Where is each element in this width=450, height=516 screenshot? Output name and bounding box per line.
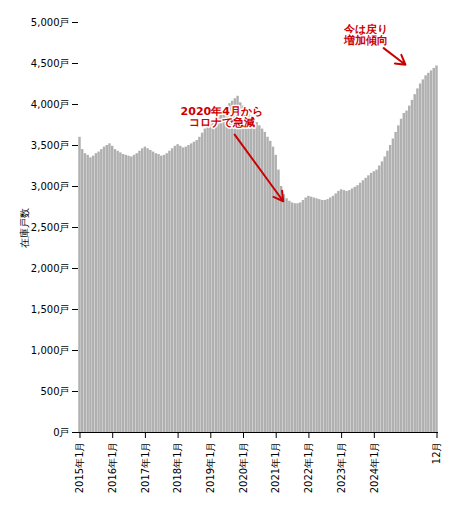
svg-text:2024年1月: 2024年1月 [369, 442, 380, 494]
svg-text:2,500戸: 2,500戸 [31, 222, 70, 233]
svg-text:3,500戸: 3,500戸 [31, 140, 70, 151]
svg-text:2015年1月: 2015年1月 [74, 442, 85, 494]
svg-text:2,000戸: 2,000戸 [31, 263, 70, 274]
svg-text:2023年1月: 2023年1月 [336, 442, 347, 494]
svg-text:4,500戸: 4,500戸 [31, 58, 70, 69]
svg-text:12月: 12月 [431, 442, 442, 465]
svg-text:今は戻り増加傾向: 今は戻り増加傾向 [343, 23, 388, 47]
svg-text:1,000戸: 1,000戸 [31, 345, 70, 356]
svg-text:500戸: 500戸 [40, 386, 69, 397]
svg-text:0戸: 0戸 [53, 427, 69, 438]
svg-text:4,000戸: 4,000戸 [31, 99, 70, 110]
svg-text:2016年1月: 2016年1月 [107, 442, 118, 494]
svg-text:2017年1月: 2017年1月 [140, 442, 151, 494]
svg-text:2020年1月: 2020年1月 [238, 442, 249, 494]
svg-text:2022年1月: 2022年1月 [303, 442, 314, 494]
svg-text:2021年1月: 2021年1月 [270, 442, 281, 494]
svg-text:3,000戸: 3,000戸 [31, 181, 70, 192]
svg-text:2018年1月: 2018年1月 [172, 442, 183, 494]
svg-text:2020年4月からコロナで急減: 2020年4月からコロナで急減 [181, 105, 263, 129]
svg-text:5,000戸: 5,000戸 [31, 17, 70, 28]
svg-text:2019年1月: 2019年1月 [205, 442, 216, 494]
svg-text:1,500戸: 1,500戸 [31, 304, 70, 315]
svg-text:在庫戸数: 在庫戸数 [19, 208, 30, 248]
